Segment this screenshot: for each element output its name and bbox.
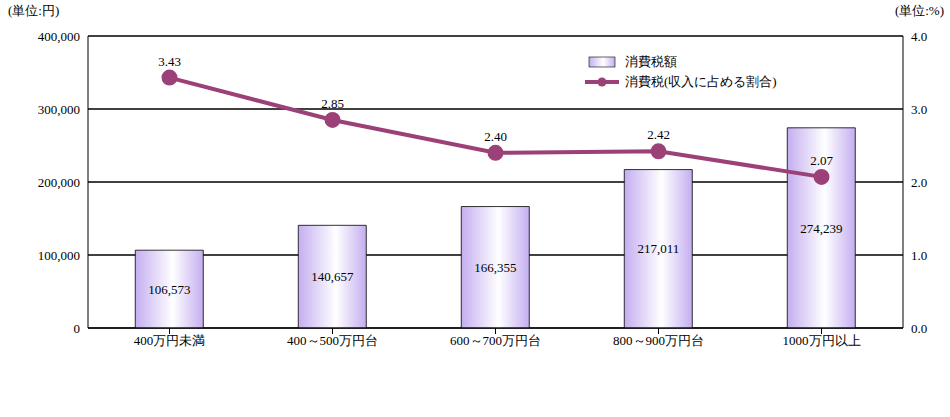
svg-text:600～700万円台: 600～700万円台 bbox=[450, 333, 541, 348]
svg-text:274,239: 274,239 bbox=[800, 221, 842, 236]
svg-text:217,011: 217,011 bbox=[637, 241, 679, 256]
html-text:(単位:円): (単位:円) bbox=[8, 3, 60, 18]
svg-text:1000万円以上: 1000万円以上 bbox=[783, 333, 861, 348]
svg-text:166,355: 166,355 bbox=[474, 260, 516, 275]
svg-text:106,573: 106,573 bbox=[148, 282, 190, 297]
svg-text:200,000: 200,000 bbox=[38, 175, 80, 190]
svg-text:300,000: 300,000 bbox=[38, 102, 80, 117]
svg-text:2.0: 2.0 bbox=[911, 175, 927, 190]
svg-text:2.07: 2.07 bbox=[810, 153, 833, 168]
svg-text:2.85: 2.85 bbox=[321, 96, 344, 111]
svg-text:3.43: 3.43 bbox=[158, 54, 181, 69]
html-text:(単位:%): (単位:%) bbox=[894, 3, 944, 18]
svg-text:400万円未満: 400万円未満 bbox=[134, 333, 206, 348]
svg-text:3.0: 3.0 bbox=[911, 102, 927, 117]
html-text:消費税(収入に占める割合): 消費税(収入に占める割合) bbox=[625, 74, 777, 89]
svg-text:400,000: 400,000 bbox=[38, 29, 80, 44]
svg-text:800～900万円台: 800～900万円台 bbox=[613, 333, 704, 348]
svg-text:1.0: 1.0 bbox=[911, 248, 927, 263]
svg-text:2.40: 2.40 bbox=[484, 129, 507, 144]
svg-text:4.0: 4.0 bbox=[911, 29, 927, 44]
html-text:消費税額: 消費税額 bbox=[625, 54, 677, 69]
svg-text:140,657: 140,657 bbox=[311, 269, 354, 284]
svg-text:2.42: 2.42 bbox=[647, 127, 670, 142]
svg-text:100,000: 100,000 bbox=[38, 248, 80, 263]
svg-text:0.0: 0.0 bbox=[911, 321, 927, 336]
svg-text:0: 0 bbox=[74, 321, 81, 336]
svg-text:400～500万円台: 400～500万円台 bbox=[287, 333, 378, 348]
